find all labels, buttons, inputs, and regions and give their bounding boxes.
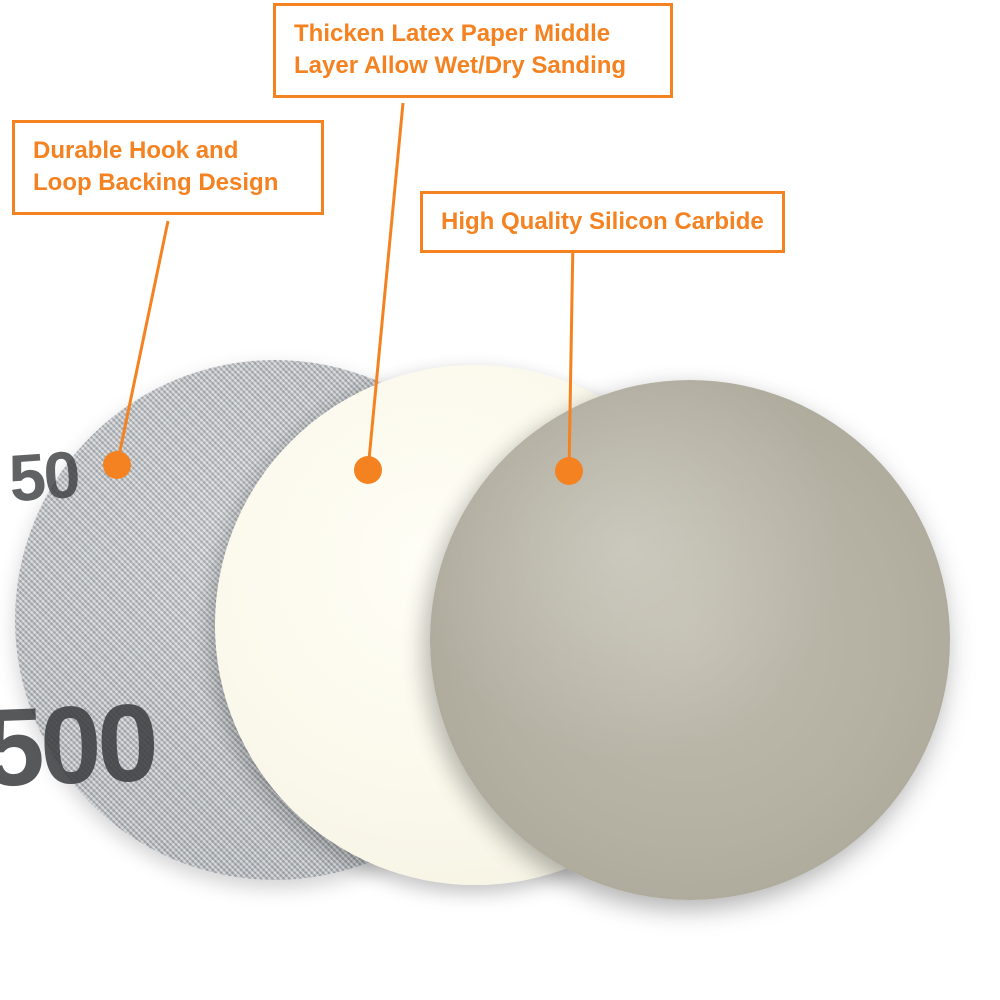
callout-backing: Durable Hook and Loop Backing Design: [12, 120, 324, 215]
callout-middle-text: Thicken Latex Paper Middle Layer Allow W…: [294, 20, 626, 79]
callout-abrasive: High Quality Silicon Carbide: [420, 191, 785, 253]
grit-print-main: 500: [0, 679, 157, 812]
grit-print-partial-top: 50: [6, 436, 81, 517]
callout-middle: Thicken Latex Paper Middle Layer Allow W…: [273, 3, 673, 98]
disc-abrasive: [430, 380, 950, 900]
callout-abrasive-text: High Quality Silicon Carbide: [441, 208, 764, 235]
callout-backing-text: Durable Hook and Loop Backing Design: [33, 137, 278, 196]
callout-dot-middle: [354, 456, 382, 484]
callout-dot-abrasive: [555, 457, 583, 485]
callout-dot-backing: [103, 451, 131, 479]
